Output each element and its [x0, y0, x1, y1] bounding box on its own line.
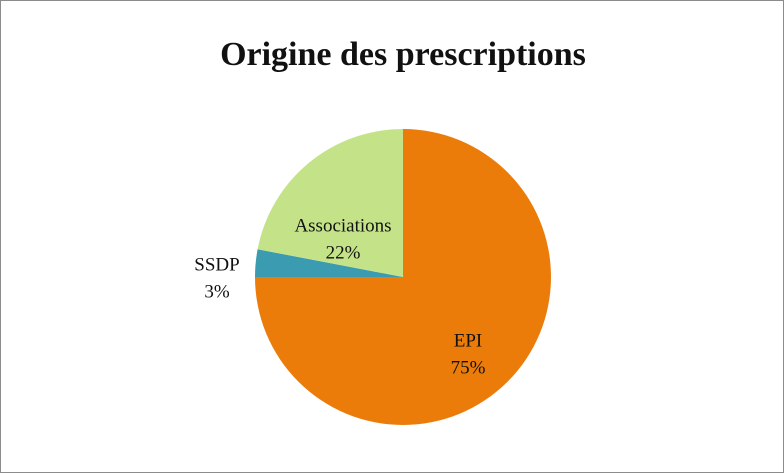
- chart-title: Origine des prescriptions: [220, 36, 586, 73]
- slice-value-label: 75%: [451, 357, 486, 378]
- slice-label: SSDP: [194, 254, 239, 275]
- slice-label: EPI: [454, 330, 483, 351]
- slice-label: Associations: [294, 215, 391, 236]
- slice-value-label: 22%: [326, 242, 361, 263]
- pie: [255, 129, 551, 425]
- slice-value-label: 3%: [204, 281, 230, 302]
- pie-slice: [255, 249, 403, 277]
- pie-slice: [257, 129, 403, 277]
